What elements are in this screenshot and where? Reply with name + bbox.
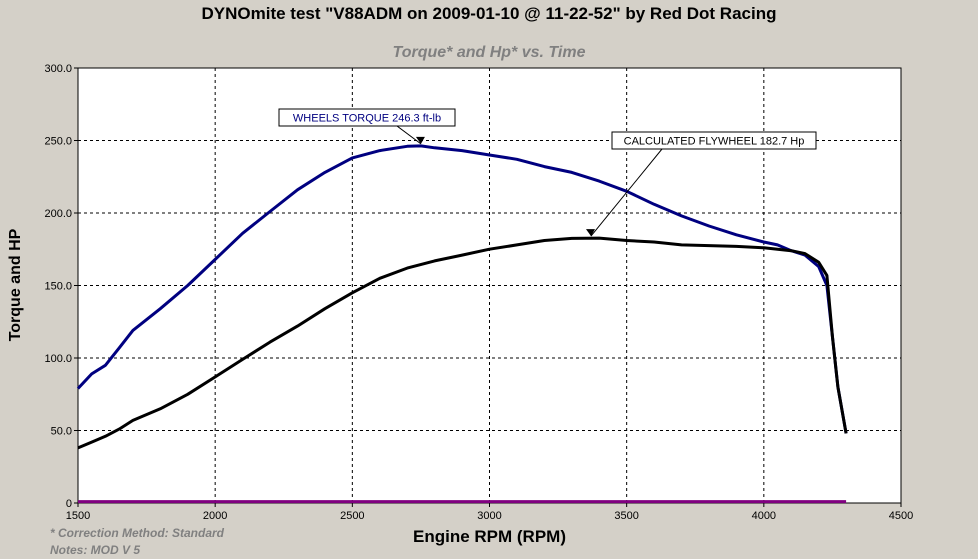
correction-note: * Correction Method: Standard [50,526,225,540]
annotation-label: WHEELS TORQUE 246.3 ft-lb [293,113,441,125]
x-tick-label: 2000 [203,510,227,522]
y-tick-label: 100.0 [44,353,72,365]
annotation-leader-line [396,125,422,145]
x-tick-label: 4000 [752,510,776,522]
x-tick-label: 3000 [477,510,501,522]
x-axis-label: Engine RPM (RPM) [413,527,566,546]
y-tick-label: 250.0 [44,136,72,148]
y-tick-label: 50.0 [51,426,72,438]
x-tick-label: 1500 [66,510,90,522]
annotation-label: CALCULATED FLYWHEEL 182.7 Hp [624,136,805,148]
annotation-box [611,131,817,150]
x-tick-label: 2500 [340,510,364,522]
chart-subtitle: Torque* and Hp* vs. Time [392,44,586,61]
horsepower-series-line [77,236,848,450]
annotation-arrowhead [415,136,425,144]
notes-text: Notes: MOD V 5 [50,543,141,557]
annotation-box [278,108,456,127]
y-tick-label: 300.0 [44,63,72,75]
y-tick-label: 200.0 [44,208,72,220]
annotation-arrowhead [586,229,596,237]
x-tick-label: 4500 [889,510,913,522]
y-tick-label: 0 [66,498,72,510]
x-tick-label: 3500 [614,510,638,522]
chart-title: DYNOmite test "V88ADM on 2009-01-10 @ 11… [201,4,777,23]
y-tick-label: 150.0 [44,281,72,293]
annotation-leader-line [590,148,663,237]
